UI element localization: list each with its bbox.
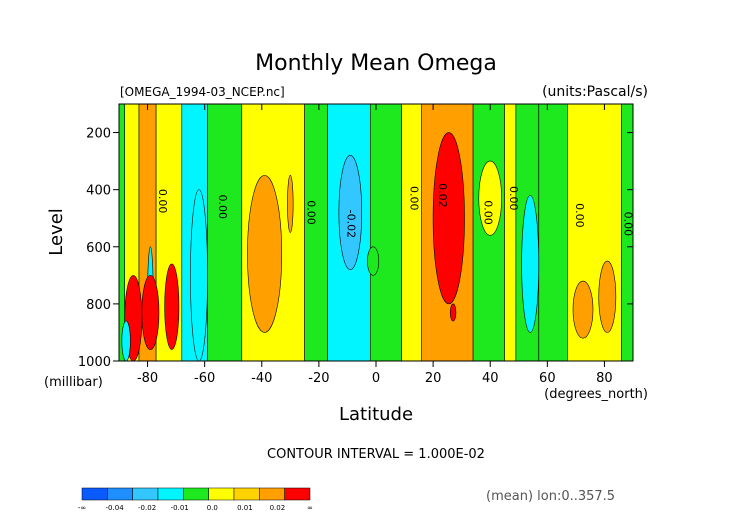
contour-label-7: 0.00	[507, 186, 520, 211]
y-tick-label-1: 400	[86, 184, 111, 199]
contour-feature-1	[164, 263, 180, 350]
contour-feature-5	[190, 189, 208, 361]
contour-band-5	[207, 104, 243, 361]
contour-band-10	[401, 104, 423, 361]
x-axis-label: Latitude	[339, 404, 413, 425]
contour-band-9	[369, 104, 402, 361]
colorbar-swatch-2	[132, 487, 159, 501]
contour-band-0	[119, 104, 125, 361]
x-axis-ticks: -80 -60 -40 -20 0 20 40 60 80	[137, 104, 613, 386]
x-tick-label-0: -80	[137, 371, 158, 386]
contour-label-1: 0.00	[216, 195, 229, 220]
colorbar-swatch-7	[259, 487, 285, 501]
x-tick-label-7: 60	[539, 371, 556, 386]
contour-label-0: 0.00	[156, 189, 169, 214]
colorbar-label-0: -∞	[78, 504, 86, 512]
x-axis-units: (degrees_north)	[544, 387, 648, 402]
contour-feature-7	[287, 175, 294, 233]
contour-band-15	[538, 104, 568, 361]
contour-feature-14	[572, 280, 594, 339]
contour-feature-2	[141, 275, 160, 350]
x-tick-label-2: -40	[251, 371, 272, 386]
contour-feature-9	[367, 246, 380, 276]
contour-feature-13	[521, 195, 540, 333]
units-label: (units:Pascal/s)	[542, 84, 648, 100]
colorbar-label-7: ∞	[307, 504, 313, 512]
contour-feature-4	[121, 320, 131, 361]
colorbar-swatch-8	[284, 487, 311, 501]
y-tick-label-2: 600	[86, 241, 111, 256]
contour-label-8: 0.00	[573, 203, 586, 228]
y-axis-label: Level	[46, 208, 67, 256]
colorbar-label-4: 0.0	[207, 504, 218, 512]
contour-features	[121, 132, 617, 361]
contour-labels: 0.00 0.00 0.00 -0.02 0.00 0.02 0.00 0.00 0.00 0.0…	[156, 183, 634, 238]
contour-label-4: 0.00	[407, 186, 420, 211]
contour-label-9: 0.00	[621, 212, 634, 237]
file-label: [OMEGA_1994-03_NCEP.nc]	[120, 85, 285, 99]
x-tick-label-8: 80	[596, 371, 613, 386]
plot-area	[119, 104, 633, 361]
x-tick-label-3: -20	[308, 371, 329, 386]
contour-band-7	[304, 104, 328, 361]
colorbar-label-6: 0.02	[270, 504, 286, 512]
colorbar-label-3: -0.01	[171, 504, 189, 512]
mean-note: (mean) lon:0..357.5	[486, 489, 615, 504]
contour-band-13	[504, 104, 517, 361]
chart-title: Monthly Mean Omega	[255, 51, 497, 76]
colorbar-label-5: 0.01	[237, 504, 253, 512]
colorbar-swatch-6	[233, 487, 260, 501]
contour-label-2: 0.00	[305, 200, 318, 225]
y-tick-label-4: 1000	[78, 355, 111, 370]
x-tick-label-1: -60	[194, 371, 215, 386]
colorbar-swatch-1	[107, 487, 133, 501]
x-tick-label-4: 0	[372, 371, 380, 386]
contour-interval-note: CONTOUR INTERVAL = 1.000E-02	[267, 447, 485, 462]
contour-label-3: -0.02	[344, 210, 357, 238]
y-axis-ticks: 200 400 600 800 1000	[78, 127, 633, 370]
contour-feature-15	[598, 260, 617, 333]
contour-label-5: 0.02	[436, 183, 449, 208]
contour-feature-11	[449, 303, 457, 322]
colorbar: -∞ -0.04 -0.02 -0.01 0.0 0.01 0.02 ∞	[78, 487, 313, 512]
colorbar-label-2: -0.02	[138, 504, 156, 512]
colorbar-swatch-4	[183, 487, 209, 501]
x-tick-label-6: 40	[482, 371, 499, 386]
y-axis-units: (millibar)	[44, 375, 103, 390]
colorbar-swatch-0	[81, 487, 108, 501]
contour-label-6: 0.00	[482, 200, 495, 225]
contour-feature-12	[478, 160, 502, 236]
contour-feature-8	[338, 155, 363, 270]
y-tick-label-0: 200	[86, 127, 111, 142]
colorbar-swatch-3	[157, 487, 184, 501]
x-tick-label-5: 20	[425, 371, 442, 386]
colorbar-label-1: -0.04	[106, 504, 125, 512]
y-tick-label-3: 800	[86, 298, 111, 313]
colorbar-swatch-5	[208, 487, 235, 501]
contour-feature-10	[432, 132, 465, 305]
contour-feature-6	[247, 175, 283, 333]
